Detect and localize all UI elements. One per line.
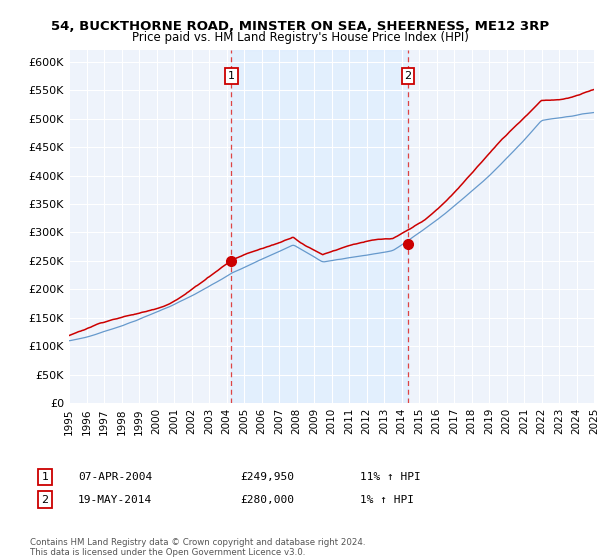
Text: 54, BUCKTHORNE ROAD, MINSTER ON SEA, SHEERNESS, ME12 3RP: 54, BUCKTHORNE ROAD, MINSTER ON SEA, SHE… — [51, 20, 549, 32]
Bar — [231, 50, 408, 403]
Text: 19-MAY-2014: 19-MAY-2014 — [78, 494, 152, 505]
Text: 07-APR-2004: 07-APR-2004 — [78, 472, 152, 482]
Text: Price paid vs. HM Land Registry's House Price Index (HPI): Price paid vs. HM Land Registry's House … — [131, 31, 469, 44]
Text: 2: 2 — [404, 71, 412, 81]
Text: £280,000: £280,000 — [240, 494, 294, 505]
Text: 1: 1 — [41, 472, 49, 482]
Text: 11% ↑ HPI: 11% ↑ HPI — [360, 472, 421, 482]
Text: Contains HM Land Registry data © Crown copyright and database right 2024.
This d: Contains HM Land Registry data © Crown c… — [30, 538, 365, 557]
Text: £249,950: £249,950 — [240, 472, 294, 482]
Text: 1: 1 — [228, 71, 235, 81]
Text: 1% ↑ HPI: 1% ↑ HPI — [360, 494, 414, 505]
Text: 2: 2 — [41, 494, 49, 505]
